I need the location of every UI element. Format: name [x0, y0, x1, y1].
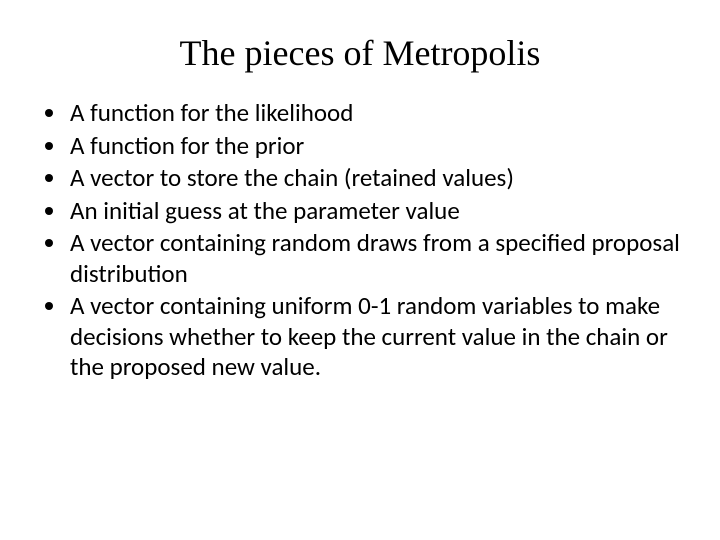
list-item: A vector containing uniform 0-1 random v… [68, 291, 684, 383]
list-item: An initial guess at the parameter value [68, 196, 684, 227]
bullet-list: A function for the likelihood A function… [36, 98, 684, 383]
list-item: A vector containing random draws from a … [68, 228, 684, 289]
list-item: A vector to store the chain (retained va… [68, 163, 684, 194]
slide-title: The pieces of Metropolis [36, 32, 684, 74]
slide: The pieces of Metropolis A function for … [0, 0, 720, 540]
list-item: A function for the likelihood [68, 98, 684, 129]
list-item: A function for the prior [68, 131, 684, 162]
